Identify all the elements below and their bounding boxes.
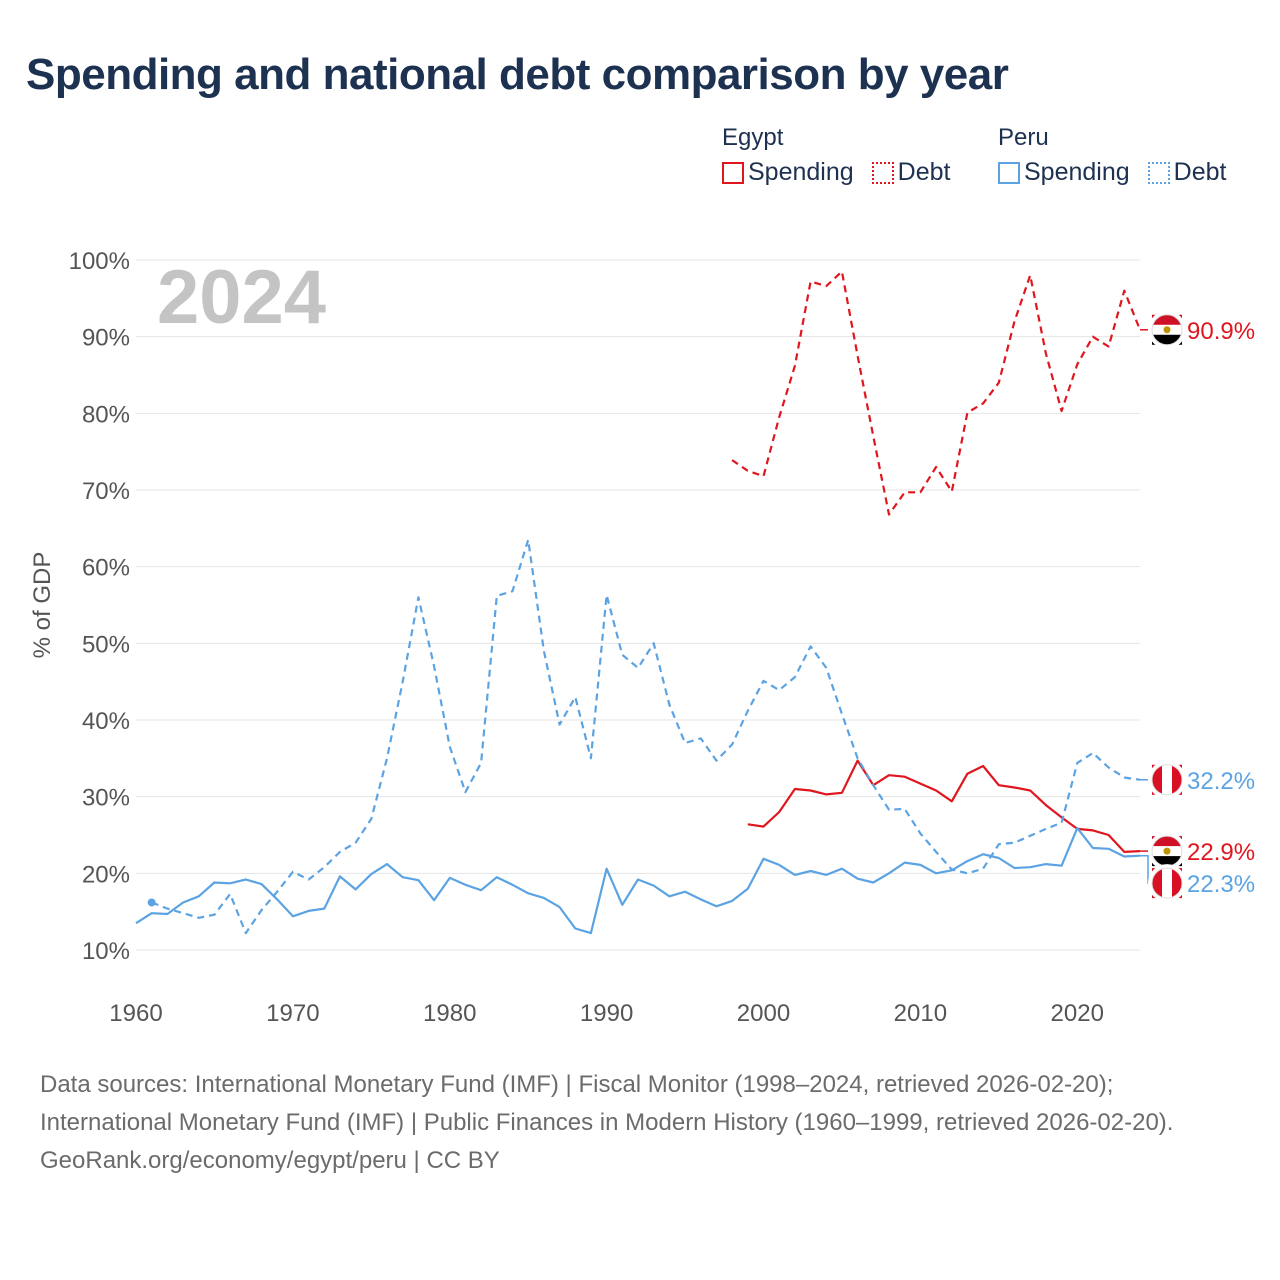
flag-border (1151, 764, 1183, 796)
peru-debt-line (151, 538, 1141, 935)
y-tick-label: 60% (82, 555, 130, 582)
x-tick-label: 1980 (423, 1000, 476, 1027)
peru-spending-line (135, 826, 1141, 935)
y-tick-label: 40% (82, 708, 130, 735)
flag-red-left (1152, 868, 1162, 899)
y-tick-label: 70% (82, 478, 130, 505)
y-tick-label: 90% (82, 325, 130, 352)
solid-swatch-icon (722, 161, 744, 184)
dotted-swatch-icon (871, 161, 894, 184)
flag-red-right (1172, 868, 1182, 899)
end-value-label: 22.9% (1187, 839, 1255, 866)
end-value-label: 22.3% (1187, 871, 1255, 898)
egypt-spending-line (747, 759, 1141, 854)
flag-black-band (1152, 334, 1182, 345)
x-tick-label: 1970 (266, 1000, 319, 1027)
egypt-flag-icon (1148, 310, 1186, 349)
x-tick-label: 2000 (737, 1000, 790, 1027)
legend-peru-debt-label: Debt (1173, 158, 1227, 186)
y-tick-label: 50% (82, 631, 130, 658)
y-tick-label: 20% (82, 861, 130, 888)
footer: Data sources: International Monetary Fun… (40, 1066, 1240, 1180)
flag-mask-ring (1148, 760, 1186, 799)
x-tick-label: 2020 (1051, 1000, 1104, 1027)
dotted-swatch-icon (1147, 161, 1170, 184)
flag-black-band (1152, 856, 1182, 867)
peru-flag-icon (1148, 864, 1186, 903)
y-axis-label: % of GDP (29, 552, 56, 659)
flag-red-left (1152, 764, 1162, 795)
flag-eagle (1163, 847, 1171, 855)
legend-peru: Peru Spending Debt (998, 124, 1226, 187)
flag-mask-ring (1148, 310, 1186, 349)
y-tick-label: 10% (82, 938, 130, 965)
y-tick-label: 30% (82, 785, 130, 812)
chart-title: Spending and national debt comparison by… (26, 50, 1009, 99)
flag-red-band (1152, 836, 1182, 847)
credit-link[interactable]: GeoRank.org/economy/egypt/peru | CC BY (40, 1147, 500, 1174)
legend-egypt-spending[interactable]: Spending (722, 158, 854, 187)
flag-border (1151, 867, 1183, 899)
x-tick-label: 2010 (894, 1000, 947, 1027)
legend-egypt-debt[interactable]: Debt (871, 158, 951, 187)
end-value-label: 90.9% (1187, 318, 1255, 345)
line-chart: 10% 20% 30% 40% 50% 60% 70% 80% 90% 100% 1960 1970 1… (29, 248, 1255, 1027)
data-sources: Data sources: International Monetary Fun… (40, 1071, 1174, 1136)
flag-red-band (1152, 314, 1182, 325)
egypt-debt-line (731, 270, 1142, 516)
legend-peru-spending-label: Spending (1024, 158, 1130, 186)
egypt-flag-icon (1148, 832, 1186, 871)
peru-flag-icon (1148, 760, 1186, 799)
flag-border (1151, 314, 1183, 346)
legend-egypt-debt-label: Debt (897, 158, 951, 186)
legend-peru-label: Peru (998, 124, 1049, 151)
legend-egypt-label: Egypt (722, 124, 784, 151)
end-value-label: 32.2% (1187, 768, 1255, 795)
peru-debt-start-dot (147, 898, 156, 907)
y-tick-label: 80% (82, 401, 130, 428)
flag-eagle (1163, 326, 1171, 334)
solid-swatch-icon (998, 161, 1020, 184)
year-watermark: 2024 (157, 255, 326, 340)
flag-mask-ring (1148, 864, 1186, 903)
x-tick-label: 1990 (580, 1000, 633, 1027)
y-tick-label: 100% (69, 248, 130, 275)
legend-egypt-spending-label: Spending (748, 158, 854, 186)
legend-egypt: Egypt Spending Debt (722, 124, 950, 187)
x-tick-label: 1960 (109, 1000, 162, 1027)
flag-red-right (1172, 764, 1182, 795)
legend-peru-debt[interactable]: Debt (1147, 158, 1227, 187)
legend-peru-spending[interactable]: Spending (998, 158, 1130, 187)
